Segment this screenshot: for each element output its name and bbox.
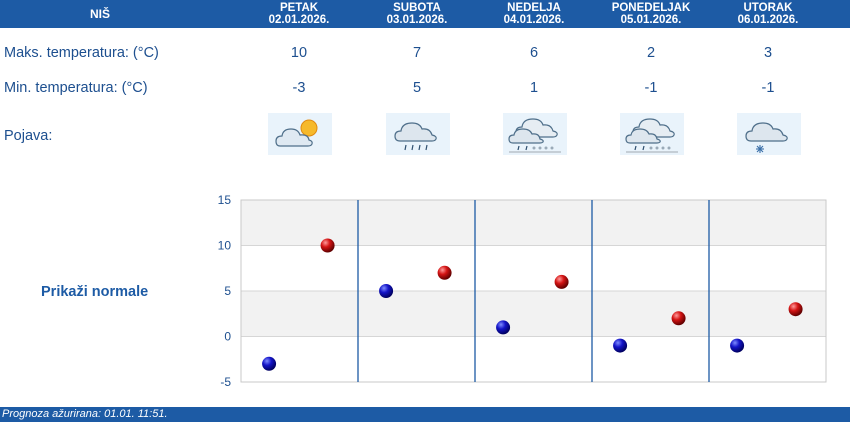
- day-header-2: SUBOTA 03.01.2026.: [362, 2, 472, 26]
- min-temp-value: -1: [761, 80, 775, 96]
- chart-y-tick-label: 15: [218, 193, 232, 207]
- max-temp-value: 10: [290, 45, 308, 61]
- partly-cloudy-sun-icon: [268, 113, 332, 155]
- chart-band: [241, 245, 826, 291]
- max-temp-value: 6: [529, 45, 539, 61]
- phenomenon-label: Pojava:: [4, 128, 53, 144]
- day-name: SUBOTA: [393, 2, 441, 14]
- day-name: PETAK: [279, 2, 319, 14]
- chart-y-tick-label: 10: [218, 239, 232, 253]
- day-date: 05.01.2026.: [620, 14, 682, 26]
- chart-frame: [240, 199, 827, 383]
- min-temp-point: [496, 320, 511, 335]
- cloud-snow-icon: [737, 113, 801, 155]
- max-temp-point: [437, 265, 452, 280]
- min-temp-value: 1: [529, 80, 539, 96]
- day-date: 04.01.2026.: [503, 14, 565, 26]
- show-normals-link[interactable]: Prikaži normale: [41, 284, 149, 300]
- min-temp-value: -1: [644, 80, 658, 96]
- chart-band: [241, 200, 826, 246]
- chart-y-tick-label: 5: [224, 284, 231, 298]
- city-name: NIŠ: [90, 7, 111, 21]
- min-temp-value: 5: [412, 80, 422, 96]
- forecast-header: NIŠ PETAK 02.01.2026. SUBOTA 03.01.2026.…: [0, 0, 850, 28]
- max-temp-label: Maks. temperatura: (°C): [4, 45, 159, 61]
- min-temp-value: -3: [292, 80, 306, 96]
- day-header-5: UTORAK 06.01.2026.: [713, 2, 823, 26]
- cloud-rain-snow-icon: [503, 113, 567, 155]
- day-date: 06.01.2026.: [737, 14, 799, 26]
- min-temp-point: [613, 338, 628, 353]
- chart-band: [241, 291, 826, 337]
- day-header-1: PETAK 02.01.2026.: [244, 2, 354, 26]
- min-temp-label: Min. temperatura: (°C): [4, 80, 148, 96]
- min-temp-point: [379, 284, 394, 298]
- day-header-3: NEDELJA 04.01.2026.: [479, 2, 589, 26]
- day-date: 03.01.2026.: [386, 14, 448, 26]
- max-temp-point: [320, 238, 335, 253]
- day-date: 02.01.2026.: [268, 14, 330, 26]
- max-temp-point: [788, 302, 803, 317]
- day-header-4: PONEDELJAK 05.01.2026.: [596, 2, 706, 26]
- temperature-chart: 15 10 5 0 -5: [218, 193, 827, 389]
- day-name: UTORAK: [743, 2, 793, 14]
- max-temp-point: [671, 311, 686, 326]
- day-name: NEDELJA: [507, 2, 561, 14]
- forecast-updated-footer: Prognoza ažurirana: 01.01. 11:51.: [0, 407, 850, 422]
- chart-y-tick-label: -5: [220, 375, 231, 389]
- max-temp-value: 2: [646, 45, 656, 61]
- cloud-rain-snow-icon: [620, 113, 684, 155]
- min-temp-point: [730, 338, 745, 353]
- max-temp-point: [554, 274, 569, 289]
- cloud-rain-icon: [386, 113, 450, 155]
- max-temp-value: 3: [763, 45, 773, 61]
- chart-y-tick-label: 0: [224, 330, 231, 344]
- day-name: PONEDELJAK: [611, 2, 691, 14]
- max-temp-value: 7: [412, 45, 422, 61]
- chart-band: [241, 336, 826, 382]
- min-temp-point: [262, 356, 277, 371]
